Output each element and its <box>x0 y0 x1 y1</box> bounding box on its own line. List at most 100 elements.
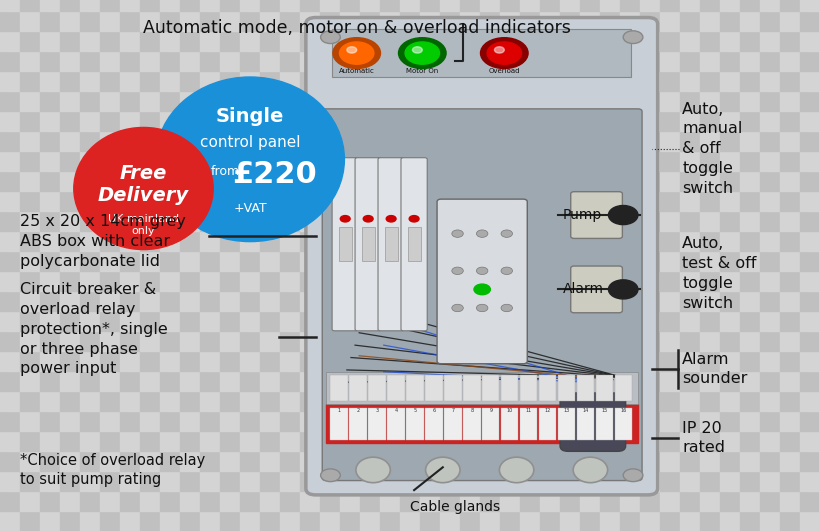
Bar <box>419 451 440 471</box>
Bar <box>140 511 160 531</box>
Bar <box>619 471 639 491</box>
Bar <box>300 151 319 171</box>
Circle shape <box>320 469 340 482</box>
Bar <box>0 451 20 471</box>
Bar <box>577 375 594 401</box>
Bar <box>20 411 40 431</box>
Bar <box>300 471 319 491</box>
Bar <box>440 211 459 231</box>
Bar <box>440 0 459 11</box>
Bar <box>739 11 759 31</box>
Bar <box>559 191 579 211</box>
Bar <box>659 231 679 251</box>
Bar <box>360 291 379 311</box>
Bar <box>279 351 300 371</box>
Bar <box>240 251 260 271</box>
Bar <box>579 111 600 131</box>
Bar <box>160 211 180 231</box>
Bar <box>600 51 619 71</box>
Bar <box>200 71 219 91</box>
Bar <box>519 71 540 91</box>
Bar <box>379 111 400 131</box>
Bar <box>260 211 279 231</box>
Bar <box>600 151 619 171</box>
Bar <box>180 391 200 411</box>
Bar <box>600 511 619 531</box>
Bar <box>140 351 160 371</box>
Bar <box>419 31 440 51</box>
Bar <box>326 372 637 404</box>
Bar <box>419 171 440 191</box>
Bar <box>699 311 719 331</box>
Bar <box>739 211 759 231</box>
Bar <box>240 111 260 131</box>
Bar <box>699 0 719 11</box>
Text: control panel: control panel <box>200 135 300 150</box>
Bar <box>459 371 479 391</box>
Circle shape <box>412 47 422 53</box>
Bar <box>679 211 699 231</box>
Bar <box>559 11 579 31</box>
Bar <box>200 0 219 11</box>
Bar <box>140 211 160 231</box>
Bar <box>540 371 559 391</box>
Bar <box>679 311 699 331</box>
Bar <box>160 131 180 151</box>
Bar <box>379 231 400 251</box>
Bar <box>759 11 779 31</box>
Bar <box>519 31 540 51</box>
Bar <box>619 191 639 211</box>
Bar <box>219 251 240 271</box>
Bar <box>260 271 279 291</box>
Bar <box>500 291 519 311</box>
FancyBboxPatch shape <box>332 158 358 331</box>
Bar <box>360 71 379 91</box>
Bar <box>759 251 779 271</box>
Bar <box>0 191 20 211</box>
Bar <box>679 451 699 471</box>
Bar <box>459 391 479 411</box>
Bar <box>479 511 500 531</box>
Bar <box>160 111 180 131</box>
Bar <box>0 71 20 91</box>
Bar <box>639 331 659 351</box>
Bar <box>600 211 619 231</box>
Bar <box>540 31 559 51</box>
Bar <box>219 31 240 51</box>
Bar <box>600 91 619 111</box>
Bar <box>300 191 319 211</box>
Bar <box>279 331 300 351</box>
Bar <box>80 291 100 311</box>
Bar <box>500 11 519 31</box>
Bar <box>40 391 60 411</box>
Bar <box>240 471 260 491</box>
Bar <box>600 0 619 11</box>
Bar <box>440 391 459 411</box>
Bar <box>400 491 419 511</box>
Text: 12: 12 <box>544 408 550 413</box>
Bar <box>340 211 360 231</box>
Bar <box>619 431 639 451</box>
Bar <box>20 391 40 411</box>
Bar <box>519 331 540 351</box>
Bar <box>440 331 459 351</box>
Bar <box>60 91 80 111</box>
Bar <box>600 431 619 451</box>
Bar <box>279 51 300 71</box>
Bar <box>600 311 619 331</box>
Bar <box>679 471 699 491</box>
Bar <box>799 71 819 91</box>
Bar <box>406 375 423 401</box>
Bar <box>360 11 379 31</box>
Bar <box>0 511 20 531</box>
Bar <box>519 11 540 31</box>
Bar <box>360 191 379 211</box>
Bar <box>540 91 559 111</box>
Bar <box>779 451 799 471</box>
Text: Automatic mode, motor on & overload indicators: Automatic mode, motor on & overload indi… <box>143 19 570 37</box>
Bar <box>200 411 219 431</box>
Text: 10: 10 <box>506 408 512 413</box>
Bar <box>540 171 559 191</box>
Bar <box>559 491 579 511</box>
Bar <box>219 71 240 91</box>
